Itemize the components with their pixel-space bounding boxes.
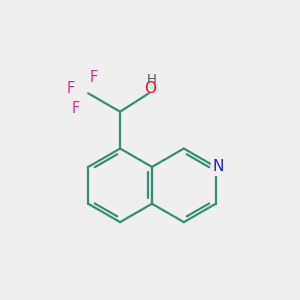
Text: N: N	[213, 159, 224, 174]
Text: F: F	[67, 80, 75, 95]
Text: O: O	[144, 80, 156, 95]
Text: F: F	[72, 101, 80, 116]
Text: H: H	[147, 73, 157, 86]
Text: F: F	[89, 70, 98, 85]
